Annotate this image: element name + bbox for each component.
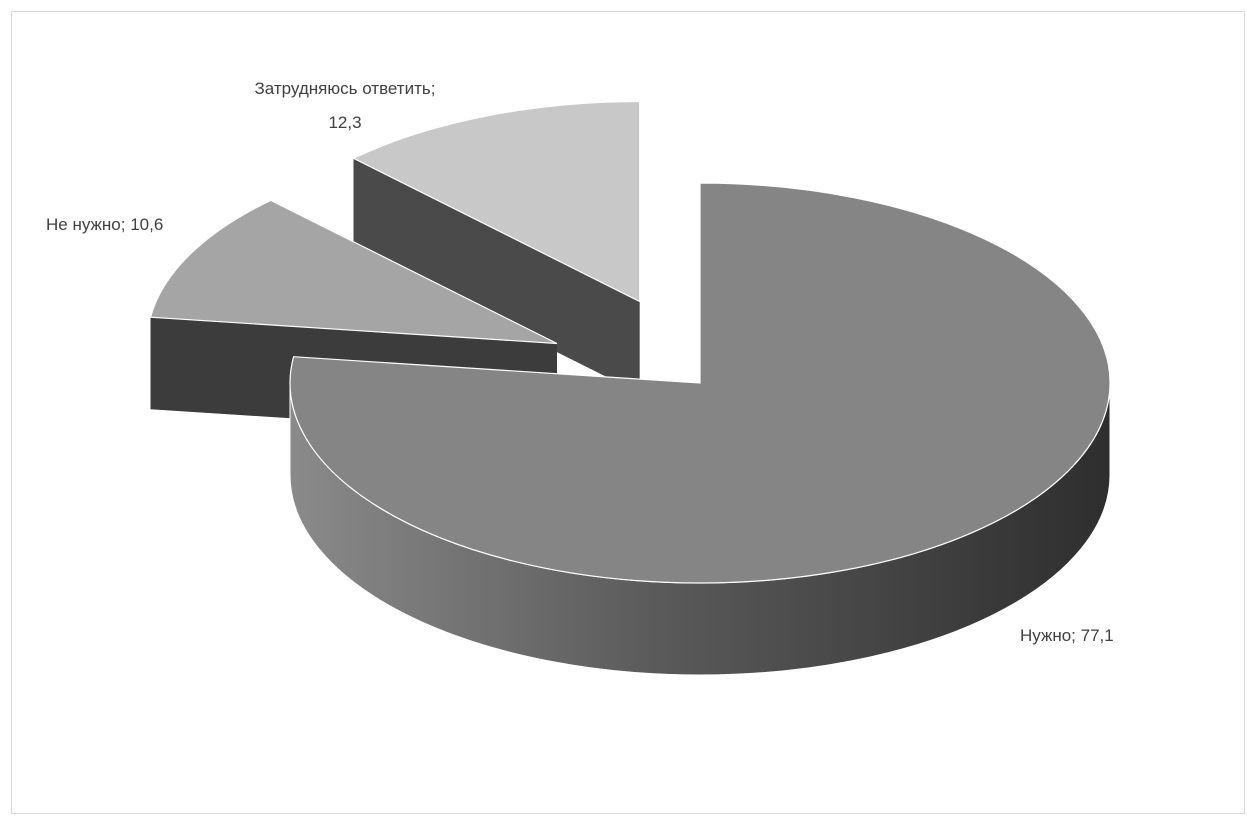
pie-slice-top-zatrudnyayus xyxy=(352,100,641,303)
data-label-nuzhno: Нужно; 77,1 xyxy=(1020,626,1114,645)
pie-slice-wall-start-zatrudnyayus xyxy=(353,158,640,394)
pie-slice-top-ne-nuzhno xyxy=(149,199,558,345)
pie-slice-nuzhno xyxy=(289,182,1111,676)
pie-slice-top-nuzhno xyxy=(289,182,1111,584)
data-label-zatrudnyayus-line1: Затрудняюсь ответить; xyxy=(255,79,436,98)
pie-slice-zatrudnyayus xyxy=(352,100,641,394)
data-label-ne-nuzhno: Не нужно; 10,6 xyxy=(46,215,163,234)
data-label-zatrudnyayus-line2: 12,3 xyxy=(328,113,361,132)
